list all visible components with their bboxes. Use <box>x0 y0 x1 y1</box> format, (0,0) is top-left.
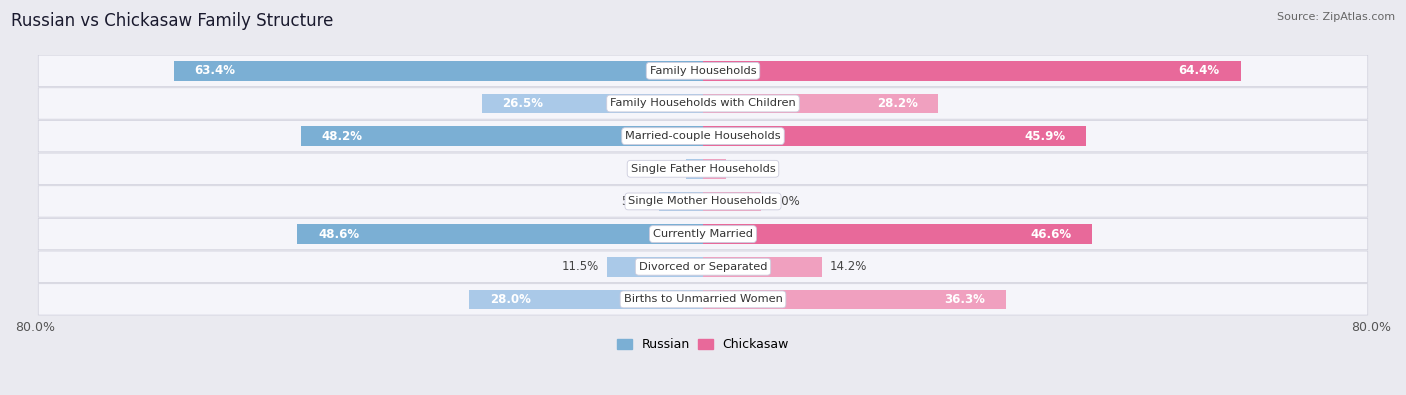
Text: Single Mother Households: Single Mother Households <box>628 196 778 207</box>
Bar <box>703 61 1240 81</box>
FancyBboxPatch shape <box>38 88 1368 119</box>
FancyBboxPatch shape <box>38 186 1368 217</box>
Text: 63.4%: 63.4% <box>194 64 235 77</box>
Bar <box>703 94 938 113</box>
Text: 28.0%: 28.0% <box>491 293 531 306</box>
Text: 7.0%: 7.0% <box>770 195 800 208</box>
Text: Married-couple Households: Married-couple Households <box>626 131 780 141</box>
FancyBboxPatch shape <box>38 55 1368 87</box>
Bar <box>301 126 703 146</box>
Bar <box>703 126 1087 146</box>
Bar <box>470 290 703 309</box>
Text: Single Father Households: Single Father Households <box>631 164 775 174</box>
Text: Family Households: Family Households <box>650 66 756 76</box>
Bar <box>703 257 821 276</box>
FancyBboxPatch shape <box>38 284 1368 315</box>
Text: Family Households with Children: Family Households with Children <box>610 98 796 109</box>
Bar <box>173 61 703 81</box>
FancyBboxPatch shape <box>38 120 1368 152</box>
Text: 48.2%: 48.2% <box>322 130 363 143</box>
Text: 5.3%: 5.3% <box>621 195 651 208</box>
Text: 48.6%: 48.6% <box>318 228 359 241</box>
Text: Births to Unmarried Women: Births to Unmarried Women <box>624 294 782 305</box>
Bar <box>686 159 703 179</box>
FancyBboxPatch shape <box>38 251 1368 282</box>
Bar <box>703 224 1092 244</box>
Text: 64.4%: 64.4% <box>1178 64 1220 77</box>
Text: 2.0%: 2.0% <box>648 162 678 175</box>
Legend: Russian, Chickasaw: Russian, Chickasaw <box>612 333 794 356</box>
Bar <box>703 290 1007 309</box>
Text: Source: ZipAtlas.com: Source: ZipAtlas.com <box>1277 12 1395 22</box>
Text: Divorced or Separated: Divorced or Separated <box>638 262 768 272</box>
Text: 46.6%: 46.6% <box>1031 228 1071 241</box>
Text: 36.3%: 36.3% <box>945 293 986 306</box>
Bar <box>607 257 703 276</box>
Text: 2.8%: 2.8% <box>735 162 765 175</box>
Text: Russian vs Chickasaw Family Structure: Russian vs Chickasaw Family Structure <box>11 12 333 30</box>
Bar <box>659 192 703 211</box>
Bar <box>482 94 703 113</box>
Bar <box>297 224 703 244</box>
Bar <box>703 159 727 179</box>
Text: 26.5%: 26.5% <box>502 97 544 110</box>
Text: 11.5%: 11.5% <box>561 260 599 273</box>
Text: 45.9%: 45.9% <box>1024 130 1066 143</box>
Text: Currently Married: Currently Married <box>652 229 754 239</box>
Text: 28.2%: 28.2% <box>877 97 918 110</box>
Text: 14.2%: 14.2% <box>830 260 868 273</box>
FancyBboxPatch shape <box>38 218 1368 250</box>
FancyBboxPatch shape <box>38 153 1368 184</box>
Bar <box>703 192 762 211</box>
